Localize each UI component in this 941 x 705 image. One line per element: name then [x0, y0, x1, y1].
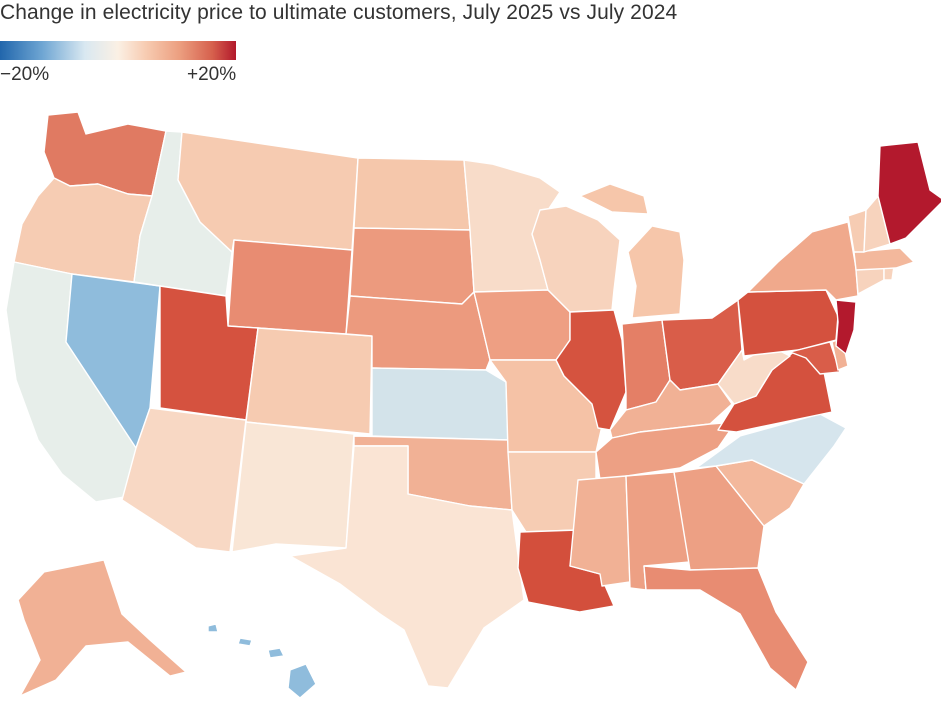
state-kansas[interactable]: Kansas	[371, 367, 509, 441]
state-iowa[interactable]: Iowa	[473, 289, 571, 361]
state-florida[interactable]: Florida	[643, 565, 809, 691]
legend-min-label: −20%	[0, 64, 50, 85]
state-michigan[interactable]: Michigan	[579, 183, 685, 319]
state-colorado[interactable]: Colorado	[245, 327, 373, 435]
state-new-mexico[interactable]: New Mexico	[231, 421, 355, 553]
state-north-carolina[interactable]: North Carolina	[695, 413, 847, 485]
chart-title: Change in electricity price to ultimate …	[0, 1, 678, 24]
state-hawaii[interactable]: Hawaii	[207, 623, 317, 699]
state-south-dakota[interactable]: South Dakota	[349, 227, 475, 305]
state-illinois[interactable]: Illinois	[555, 309, 627, 431]
state-alaska[interactable]: Alaska	[17, 559, 187, 697]
state-wyoming[interactable]: Wyoming	[227, 239, 353, 335]
color-legend-bar	[0, 41, 236, 60]
state-new-york[interactable]: New York	[747, 221, 859, 301]
state-north-dakota[interactable]: North Dakota	[353, 157, 471, 231]
legend-max-label: +20%	[187, 64, 237, 85]
state-west-virginia[interactable]: West Virginia	[717, 345, 791, 405]
state-massachusetts[interactable]: Massachusetts	[853, 247, 915, 271]
state-maryland[interactable]: Maryland	[789, 341, 841, 375]
state-maine[interactable]: Maine	[877, 141, 941, 245]
state-new-jersey[interactable]: New Jersey	[835, 299, 857, 355]
state-texas[interactable]: Texas	[289, 445, 525, 689]
